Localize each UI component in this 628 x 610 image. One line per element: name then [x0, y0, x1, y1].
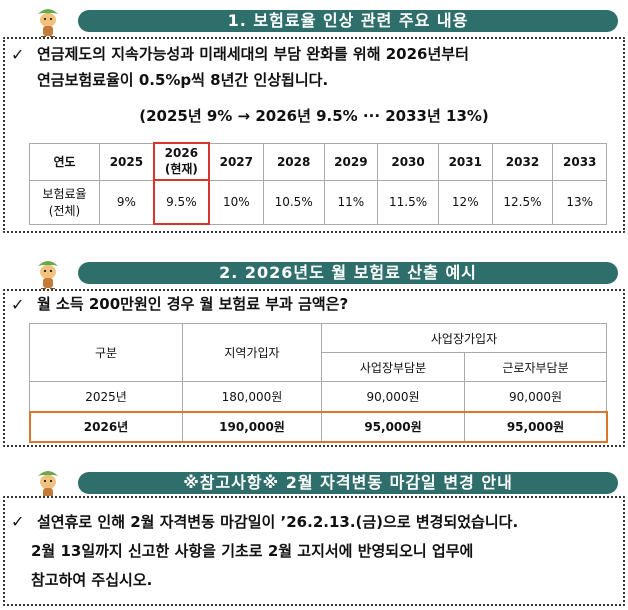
- rate-summary: (2025년 9% → 2026년 9.5% ··· 2033년 13%): [139, 107, 489, 125]
- rate-table: 연도 2025 2026 (현재) 2027 2028 2029 2030 20…: [29, 142, 607, 225]
- header-cell: 사업장가입자: [321, 323, 607, 353]
- table-row: 연도 2025 2026 (현재) 2027 2028 2029 2030 20…: [29, 142, 607, 181]
- cell: 2026년: [29, 411, 183, 442]
- section-3-title: ※참고사항※ 2월 자격변동 마감일 변경 안내: [78, 472, 618, 494]
- year-cell: 2030: [377, 142, 439, 181]
- year-cell: 2029: [323, 142, 379, 181]
- text-line: 설연휴로 인해 2월 자격변동 마감일이 ’26.2.13.(금)으로 변경되었…: [37, 513, 519, 531]
- text-line: 연금보험료율이 0.5%p씩 8년간 인상됩니다.: [37, 71, 329, 89]
- rate-cell: 11.5%: [377, 179, 439, 225]
- rate-cell: 11%: [323, 179, 379, 225]
- question-text: 월 소득 200만원인 경우 월 보험료 부과 금액은?: [37, 295, 349, 313]
- year-cell: 2027: [208, 142, 264, 181]
- section-2-box: ✓ 월 소득 200만원인 경우 월 보험료 부과 금액은? 구분 지역가입자 …: [3, 289, 625, 447]
- section-2-title: 2. 2026년도 월 보험료 산출 예시: [78, 262, 618, 284]
- section-1-box: ✓ 연금제도의 지속가능성과 미래세대의 부담 완화를 위해 2026년부터 연…: [3, 37, 625, 233]
- year-cell: 2028: [262, 142, 325, 181]
- cell: 180,000원: [182, 381, 322, 412]
- table-row-highlight: 2026년 190,000원 95,000원 95,000원: [28, 410, 608, 443]
- header-cell: 지역가입자: [182, 323, 322, 382]
- rate-cell: 10.5%: [262, 179, 325, 225]
- rate-cell: 9%: [98, 179, 155, 225]
- rate-cell: 12%: [438, 179, 493, 225]
- current-note: (현재): [164, 162, 198, 176]
- rate-cell: 10%: [208, 179, 264, 225]
- year-cell-current: 2026 (현재): [152, 142, 210, 181]
- text-line: 연금제도의 지속가능성과 미래세대의 부담 완화를 위해 2026년부터: [37, 45, 469, 63]
- text-line: 참고하여 주십시오.: [31, 571, 153, 589]
- text-line: 2월 13일까지 신고한 사항을 기초로 2월 고지서에 반영되오니 업무에: [31, 542, 474, 560]
- rate-cell-current: 9.5%: [152, 179, 210, 225]
- table-row: 2025년 180,000원 90,000원 90,000원: [29, 381, 607, 412]
- check-icon: ✓: [11, 45, 25, 64]
- year-cell: 2033: [552, 142, 607, 181]
- year-cell: 2032: [491, 142, 554, 181]
- section-3-text: 설연휴로 인해 2월 자격변동 마감일이 ’26.2.13.(금)으로 변경되었…: [31, 508, 615, 595]
- row-label: (전체): [48, 204, 81, 218]
- section-1-text: 연금제도의 지속가능성과 미래세대의 부담 완화를 위해 2026년부터 연금보…: [37, 41, 615, 93]
- header-cell: 구분: [29, 323, 183, 382]
- row-label-cell: 보험료율 (전체): [29, 179, 100, 225]
- rate-cell: 12.5%: [491, 179, 554, 225]
- rate-cell: 13%: [552, 179, 607, 225]
- cell: 190,000원: [182, 411, 322, 442]
- row-label: 보험료율: [42, 187, 87, 201]
- year-cell: 2025: [98, 142, 155, 181]
- cell: 90,000원: [321, 381, 465, 412]
- section-3-box: ✓ 설연휴로 인해 2월 자격변동 마감일이 ’26.2.13.(금)으로 변경…: [3, 496, 625, 606]
- header-cell: 근로자부담분: [464, 352, 607, 382]
- section-1-title: 1. 보험료율 인상 관련 주요 내용: [78, 10, 618, 32]
- section-1-header: 1. 보험료율 인상 관련 주요 내용: [0, 4, 628, 42]
- section-2-header: 2. 2026년도 월 보험료 산출 예시: [0, 256, 628, 294]
- table-row: 보험료율 (전체) 9% 9.5% 10% 10.5% 11% 11.5% 12…: [29, 179, 607, 225]
- year-cell: 2031: [438, 142, 493, 181]
- cell: 2025년: [29, 381, 183, 412]
- header-cell: 사업장부담분: [321, 352, 465, 382]
- premium-table: 구분 지역가입자 사업장가입자 사업장부담분 근로자부담분 2025년 180,…: [28, 323, 608, 443]
- cell: 95,000원: [321, 411, 465, 442]
- header-cell: 연도: [29, 142, 100, 181]
- table-row: 사업장부담분 근로자부담분: [30, 352, 607, 382]
- cell: 95,000원: [464, 411, 607, 442]
- section-3-header: ※참고사항※ 2월 자격변동 마감일 변경 안내: [0, 466, 628, 504]
- cell: 90,000원: [464, 381, 607, 412]
- table-row: 구분 지역가입자 사업장가입자: [29, 323, 607, 382]
- check-icon: ✓: [11, 295, 25, 314]
- check-icon: ✓: [11, 512, 25, 531]
- year-text: 2026: [164, 146, 199, 160]
